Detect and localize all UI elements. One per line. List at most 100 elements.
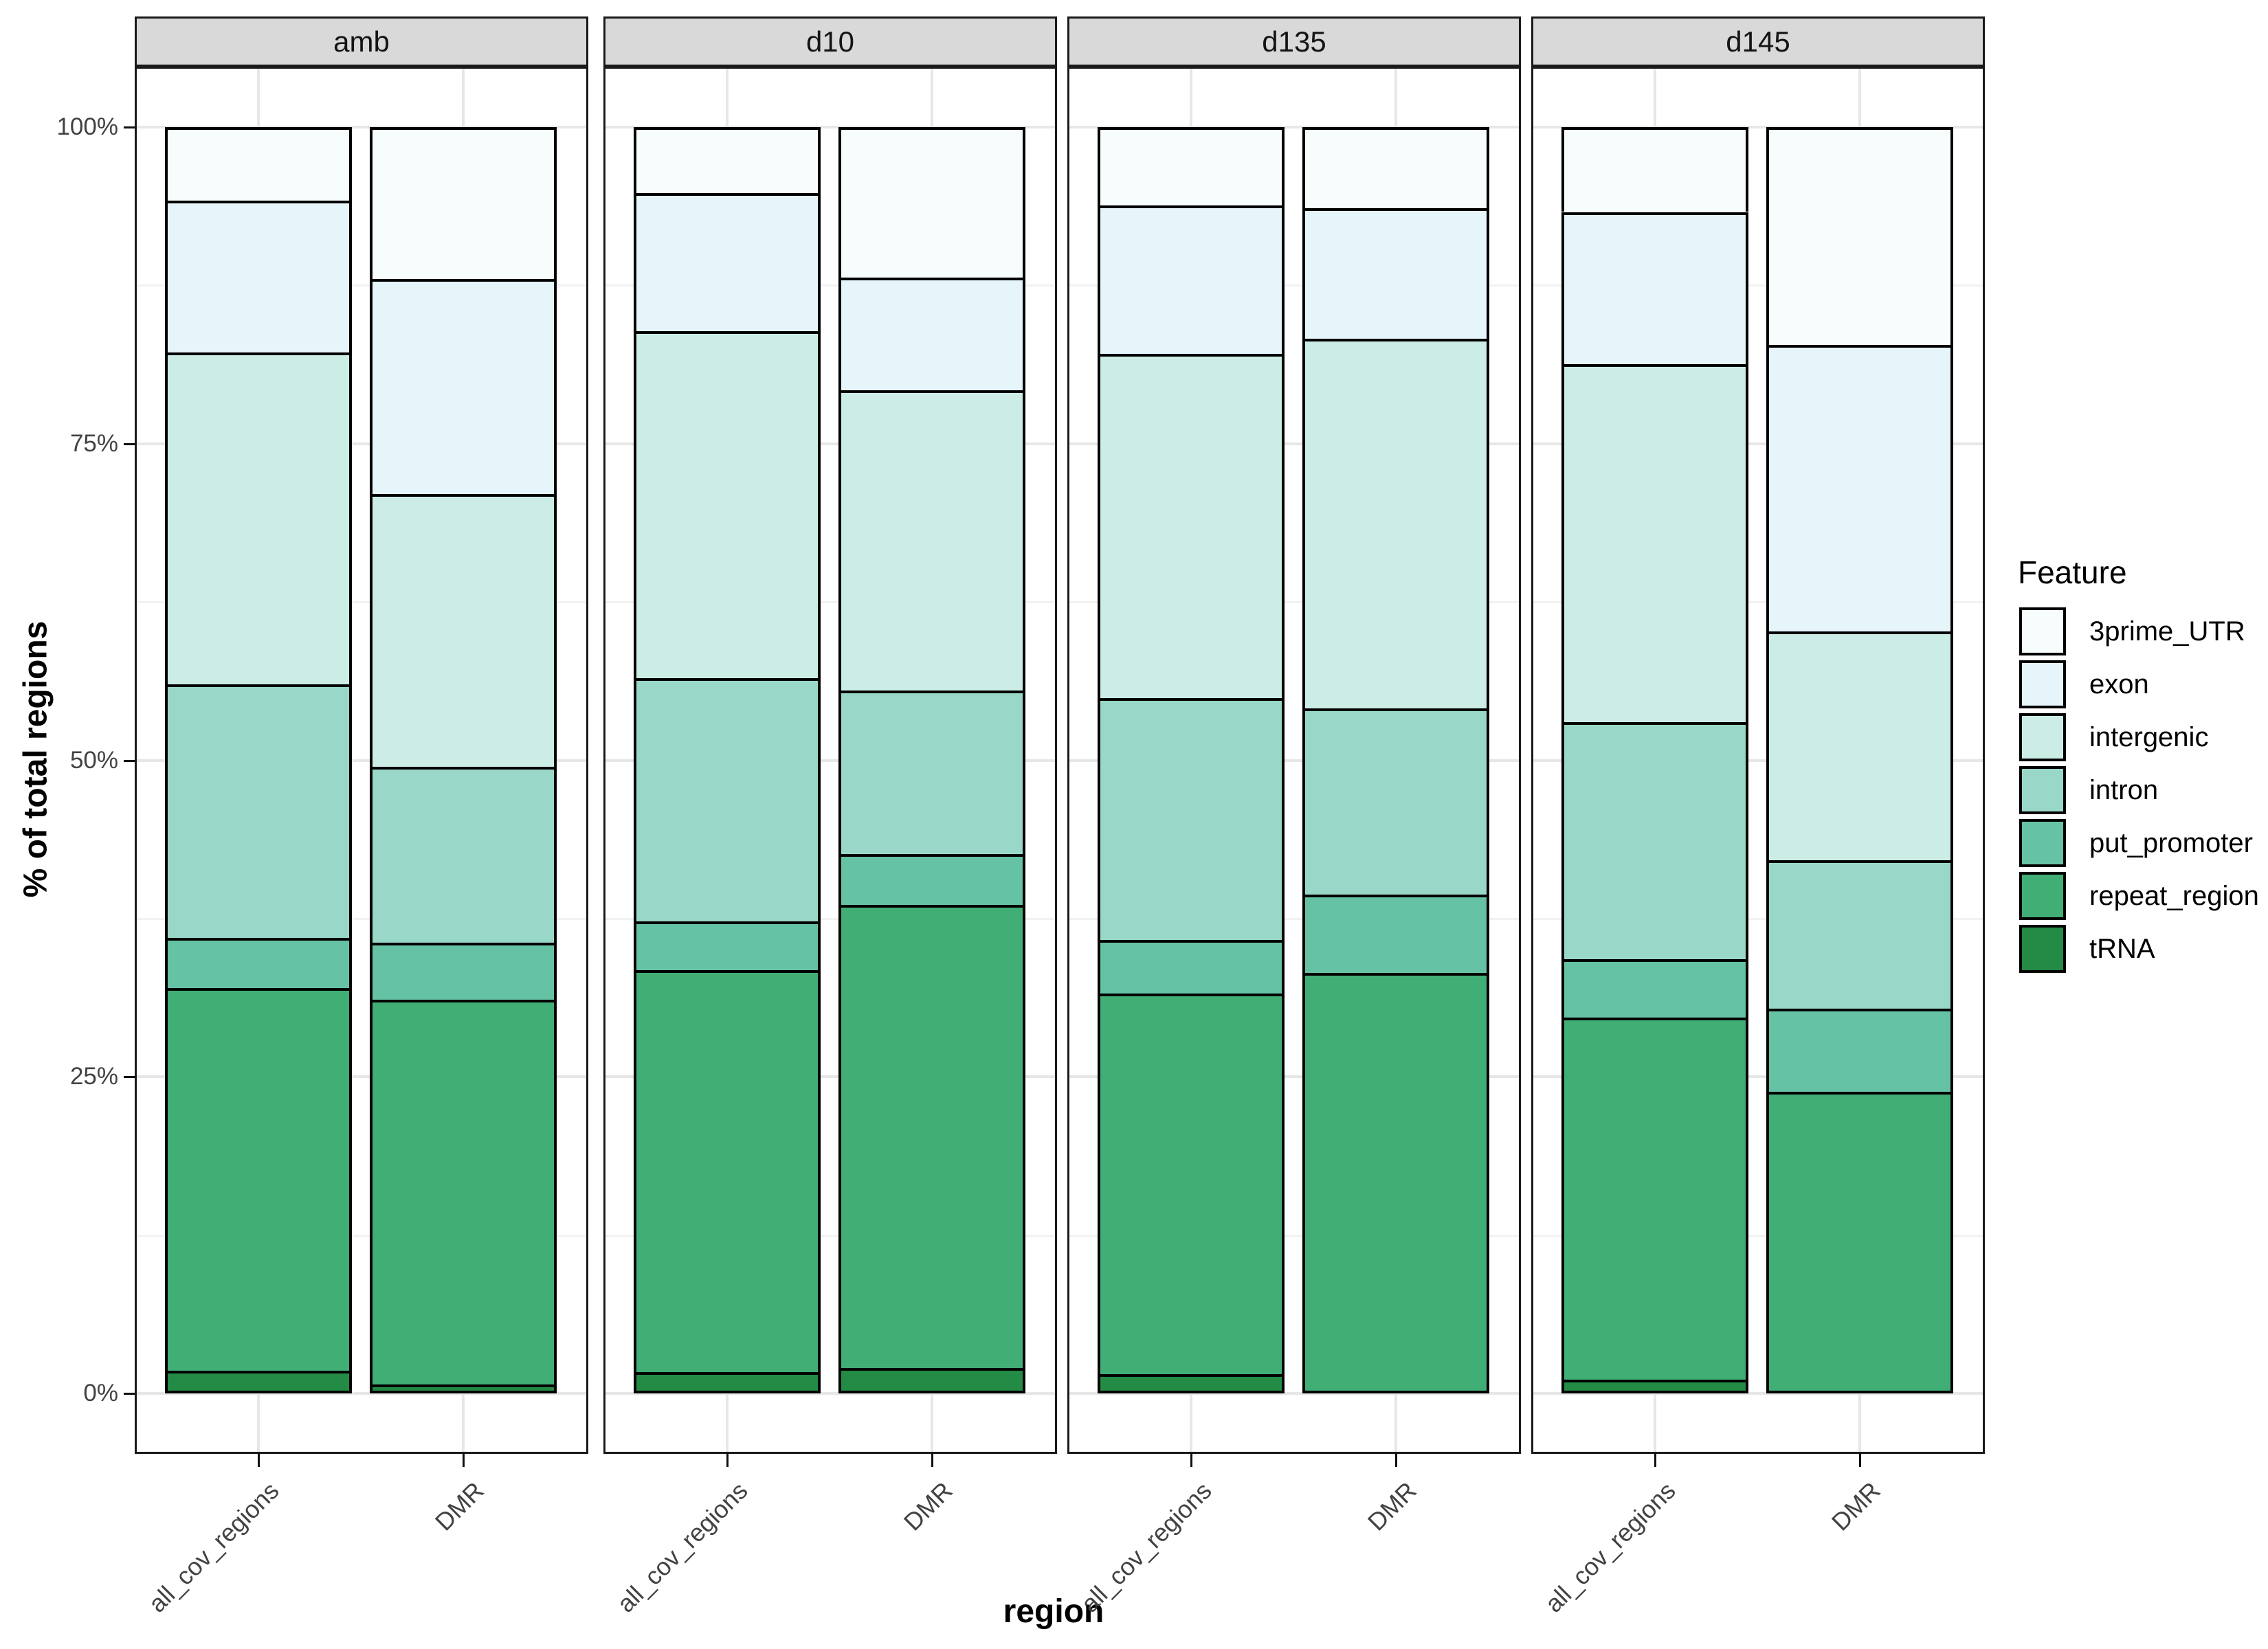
segment-intron <box>370 766 557 943</box>
legend-title: Feature <box>2018 554 2127 590</box>
segment-repeat_region <box>634 970 821 1372</box>
segment-3prime_UTR <box>1098 127 1285 206</box>
panel-d135 <box>1067 67 1521 1454</box>
panel-d145 <box>1531 67 1985 1454</box>
y-tick <box>124 442 135 445</box>
segment-put_promoter <box>634 921 821 971</box>
segment-repeat_region <box>1561 1017 1748 1380</box>
gridline-major <box>1069 1392 1519 1395</box>
y-tick <box>124 759 135 762</box>
gridline-minor <box>1533 601 1983 604</box>
y-tick <box>124 126 135 128</box>
gridline-minor <box>605 917 1055 920</box>
gridline-major <box>137 442 586 445</box>
bar-d135-all_cov_regions <box>1098 69 1285 1452</box>
facet-strip-amb: amb <box>135 16 588 67</box>
legend-swatch-3prime_UTR <box>2019 607 2066 655</box>
segment-3prime_UTR <box>165 127 352 201</box>
segment-intergenic <box>838 390 1025 691</box>
gridline-major <box>1533 1392 1983 1395</box>
gridline-minor <box>1069 284 1519 287</box>
panel-d10 <box>603 67 1057 1454</box>
gridline-minor <box>1069 1234 1519 1237</box>
gridline-major <box>1069 1075 1519 1079</box>
facet-strip-label: d10 <box>805 25 855 58</box>
segment-exon <box>1561 212 1748 364</box>
y-tick <box>124 1076 135 1079</box>
legend-label-put_promoter: put_promoter <box>2089 827 2253 858</box>
gridline-minor <box>137 601 586 604</box>
segment-intergenic <box>634 330 821 678</box>
segment-repeat_region <box>838 904 1025 1369</box>
y-tick-label: 25% <box>69 1063 118 1090</box>
gridline-minor <box>1533 284 1983 287</box>
segment-put_promoter <box>1098 940 1285 994</box>
legend-label-exon: exon <box>2089 669 2149 699</box>
segment-put_promoter <box>1766 1008 1953 1092</box>
gridline-major <box>605 759 1055 762</box>
gridline-minor <box>1533 1234 1983 1237</box>
gridline-major <box>605 126 1055 128</box>
segment-intron <box>838 691 1025 854</box>
legend-label-intergenic: intergenic <box>2089 721 2209 752</box>
segment-intron <box>1098 698 1285 941</box>
segment-3prime_UTR <box>1302 127 1489 208</box>
segment-intergenic <box>1302 338 1489 708</box>
facet-strip-label: amb <box>333 25 390 58</box>
gridline-major <box>1533 1075 1983 1079</box>
x-tick <box>258 1453 260 1467</box>
gridline-major <box>137 1392 586 1395</box>
gridline-major <box>1069 759 1519 762</box>
legend-swatch-intron <box>2019 766 2066 814</box>
gridline-major <box>1533 759 1983 762</box>
segment-intergenic <box>1561 363 1748 723</box>
y-tick-label: 75% <box>69 429 118 457</box>
gridline-major <box>605 442 1055 445</box>
segment-exon <box>634 192 821 331</box>
segment-tRNA <box>165 1370 352 1393</box>
gridline-major <box>137 1075 586 1079</box>
y-tick-label: 100% <box>56 113 118 140</box>
gridline-minor <box>1069 917 1519 920</box>
segment-repeat_region <box>165 988 352 1371</box>
facet-strip-label: d135 <box>1262 25 1326 58</box>
x-tick <box>1190 1453 1192 1467</box>
segment-3prime_UTR <box>370 127 557 280</box>
gridline-major <box>1533 442 1983 445</box>
legend-label-tRNA: tRNA <box>2089 933 2155 964</box>
x-tick <box>931 1453 933 1467</box>
segment-intergenic <box>165 352 352 684</box>
segment-intron <box>1766 860 1953 1009</box>
legend-swatch-put_promoter <box>2019 819 2066 867</box>
segment-tRNA <box>1098 1374 1285 1393</box>
segment-put_promoter <box>1302 894 1489 974</box>
gridline-minor <box>137 284 586 287</box>
segment-repeat_region <box>1098 993 1285 1375</box>
y-tick <box>124 1393 135 1395</box>
segment-exon <box>838 278 1025 391</box>
gridline-minor <box>605 601 1055 604</box>
bar-d10-DMR <box>838 69 1025 1452</box>
x-axis-title: region <box>1003 1593 1104 1630</box>
legend-label-repeat_region: repeat_region <box>2089 880 2259 911</box>
gridline-minor <box>137 917 586 920</box>
x-tick <box>1654 1453 1656 1467</box>
segment-intron <box>1302 708 1489 895</box>
segment-3prime_UTR <box>634 127 821 193</box>
gridline-major <box>137 126 586 128</box>
segment-3prime_UTR <box>1561 127 1748 212</box>
bar-d135-DMR <box>1302 69 1489 1452</box>
gridline-major <box>137 759 586 762</box>
segment-tRNA <box>838 1368 1025 1393</box>
gridline-major <box>1069 126 1519 128</box>
segment-put_promoter <box>370 942 557 1000</box>
segment-repeat_region <box>1302 973 1489 1391</box>
segment-exon <box>1302 207 1489 339</box>
segment-intergenic <box>1098 353 1285 699</box>
legend-label-3prime_UTR: 3prime_UTR <box>2089 616 2245 647</box>
gridline-minor <box>605 284 1055 287</box>
x-tick <box>1859 1453 1861 1467</box>
legend-swatch-repeat_region <box>2019 872 2066 920</box>
segment-intron <box>634 677 821 921</box>
